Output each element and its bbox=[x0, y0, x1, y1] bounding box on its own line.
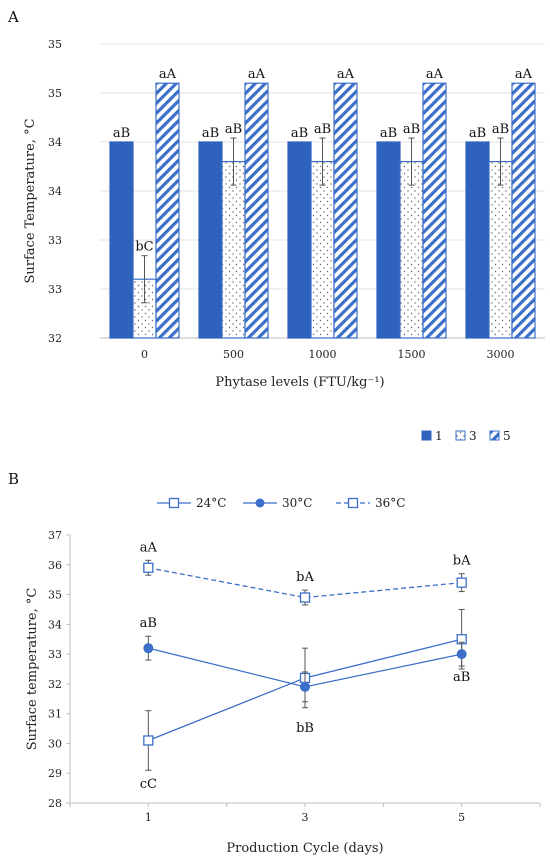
y-tick-label-b: 33 bbox=[48, 648, 62, 661]
data-label-a: aB bbox=[225, 122, 242, 137]
x-tick-label-b: 1 bbox=[145, 811, 152, 824]
legend-label-1: 1 bbox=[435, 429, 443, 443]
y-axis-label-a: Surface Temperature, °C bbox=[23, 118, 38, 283]
y-tick-label-b: 28 bbox=[48, 797, 62, 810]
x-tick-label-a: 500 bbox=[223, 348, 244, 361]
bar-series-1 bbox=[465, 141, 490, 339]
legend-label-5: 5 bbox=[503, 429, 511, 443]
y-axis-label-b: Surface temperature, °C bbox=[25, 588, 40, 751]
series-line-2 bbox=[148, 567, 462, 599]
data-label-a: aB bbox=[113, 126, 130, 141]
bar-series-5 bbox=[244, 82, 269, 339]
panel-a-label: A bbox=[7, 8, 19, 26]
x-tick-label-a: 0 bbox=[141, 348, 148, 361]
panel-b-label: B bbox=[8, 470, 19, 488]
y-tick-label-a: 34 bbox=[48, 136, 62, 149]
bar-series-1 bbox=[198, 141, 223, 339]
data-label-a: aB bbox=[469, 126, 486, 141]
point-series-0 bbox=[143, 735, 154, 746]
legend-label-b-2: 36°C bbox=[375, 496, 405, 510]
x-tick-label-a: 3000 bbox=[487, 348, 515, 361]
legend-label-3: 3 bbox=[469, 429, 477, 443]
data-label-b: aB bbox=[140, 616, 157, 631]
y-tick-label-a: 35 bbox=[48, 38, 62, 51]
data-label-b: bA bbox=[296, 570, 314, 585]
bar-series-1 bbox=[376, 141, 401, 339]
bar-series-3 bbox=[488, 161, 513, 339]
legend-label-b-1: 30°C bbox=[282, 496, 312, 510]
legend-marker-2 bbox=[347, 497, 359, 509]
y-tick-label-b: 31 bbox=[48, 708, 62, 721]
y-tick-label-a: 35 bbox=[48, 87, 62, 100]
data-label-b: cC bbox=[140, 777, 157, 792]
bar-series-3 bbox=[221, 161, 246, 339]
data-label-a: aB bbox=[492, 122, 509, 137]
y-tick-label-b: 30 bbox=[48, 737, 62, 750]
data-label-b: bA bbox=[453, 554, 471, 569]
x-tick-label-a: 1500 bbox=[398, 348, 426, 361]
bar-series-5 bbox=[155, 82, 180, 339]
legend-swatch-5 bbox=[489, 430, 500, 441]
legend-label-b-0: 24°C bbox=[196, 496, 226, 510]
point-series-1 bbox=[143, 643, 154, 654]
bar-series-5 bbox=[511, 82, 536, 339]
point-series-2 bbox=[143, 562, 154, 573]
data-label-a: aA bbox=[159, 67, 177, 82]
data-label-a: aB bbox=[291, 126, 308, 141]
bar-series-1 bbox=[109, 141, 134, 339]
point-series-2 bbox=[299, 592, 311, 603]
legend-marker-0 bbox=[168, 497, 180, 509]
y-tick-label-a: 33 bbox=[48, 283, 62, 296]
point-series-1 bbox=[300, 681, 310, 692]
bar-series-1 bbox=[287, 141, 312, 339]
data-label-a: aA bbox=[337, 67, 355, 82]
data-label-a: aA bbox=[248, 67, 266, 82]
y-tick-label-b: 35 bbox=[48, 589, 62, 602]
data-label-a: aB bbox=[202, 126, 219, 141]
data-label-b: bB bbox=[296, 721, 314, 736]
data-label-a: aA bbox=[426, 67, 444, 82]
y-tick-label-b: 37 bbox=[48, 529, 62, 542]
data-label-b: aA bbox=[140, 540, 158, 555]
data-label-a: aA bbox=[515, 67, 533, 82]
data-label-a: aB bbox=[314, 122, 331, 137]
x-tick-label-b: 3 bbox=[302, 811, 309, 824]
x-tick-label-b: 5 bbox=[458, 811, 465, 824]
data-label-b: aB bbox=[453, 670, 470, 685]
y-tick-label-b: 32 bbox=[48, 678, 62, 691]
legend-swatch-3 bbox=[455, 430, 466, 441]
data-label-a: bC bbox=[135, 240, 153, 255]
bar-series-5 bbox=[422, 82, 447, 339]
bar-series-5 bbox=[333, 82, 358, 339]
y-tick-label-b: 29 bbox=[48, 767, 62, 780]
data-label-a: aB bbox=[403, 122, 420, 137]
x-tick-label-a: 1000 bbox=[309, 348, 337, 361]
bar-series-3 bbox=[399, 161, 424, 339]
y-tick-label-a: 34 bbox=[48, 185, 62, 198]
x-axis-label-a: Phytase levels (FTU/kg⁻¹) bbox=[215, 375, 384, 390]
data-label-a: aB bbox=[380, 126, 397, 141]
y-tick-label-b: 34 bbox=[48, 618, 62, 631]
legend-swatch-1 bbox=[421, 430, 432, 441]
legend-marker-1 bbox=[255, 498, 265, 508]
point-series-2 bbox=[456, 577, 467, 588]
y-tick-label-a: 33 bbox=[48, 234, 62, 247]
y-tick-label-b: 36 bbox=[48, 559, 62, 572]
point-series-1 bbox=[456, 649, 467, 660]
x-axis-label-b: Production Cycle (days) bbox=[226, 841, 383, 856]
y-tick-label-a: 32 bbox=[48, 332, 62, 345]
bar-series-3 bbox=[310, 161, 335, 339]
